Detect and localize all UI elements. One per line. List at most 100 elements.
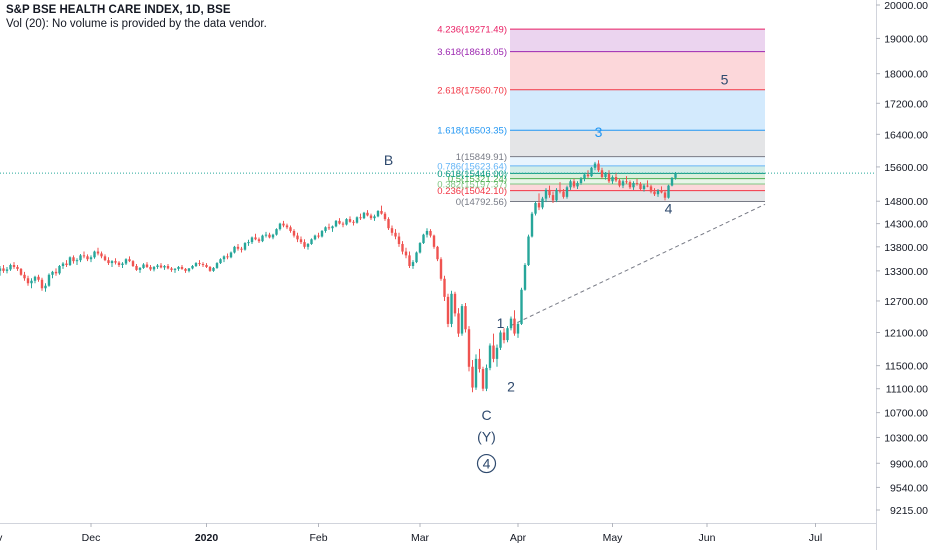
fib-level-label: 0.382(15197.37): [437, 179, 507, 190]
wave-label: 4: [665, 201, 673, 217]
wave-label: C: [481, 407, 491, 423]
candle: [390, 225, 394, 236]
candle: [467, 326, 471, 372]
candle: [488, 343, 492, 371]
candle: [632, 181, 635, 190]
candle: [495, 344, 499, 367]
fib-zone: [510, 183, 765, 191]
candle: [177, 265, 180, 271]
candle: [359, 213, 362, 220]
candle: [639, 182, 642, 191]
candle: [355, 216, 359, 224]
candle: [457, 308, 460, 337]
volume-note: Vol (20): No volume is provided by the d…: [6, 18, 267, 30]
candle: [663, 189, 667, 201]
candle: [338, 218, 341, 225]
x-tick-label: Apr: [510, 532, 527, 544]
symbol-title: S&P BSE HEALTH CARE INDEX, 1D, BSE: [6, 4, 231, 16]
price-axis[interactable]: 20000.00 19000.00 18000.00 17200.00 16400.00…: [876, 0, 932, 550]
candle: [562, 189, 565, 199]
candle: [187, 267, 191, 273]
candle: [516, 321, 520, 338]
y-tick-label: 11500.00: [885, 361, 928, 373]
candle: [548, 185, 551, 198]
fib-level-label: 0(14792.56): [456, 197, 507, 208]
fib-zone: [510, 165, 765, 174]
y-tick-label: 15600.00: [884, 162, 928, 174]
candle: [324, 226, 327, 233]
candle: [593, 161, 597, 171]
candle: [436, 245, 439, 262]
candle: [670, 177, 674, 187]
fib-level-label: 3.618(18618.05): [437, 47, 507, 58]
candle: [5, 266, 9, 274]
candle: [166, 264, 170, 270]
candle: [222, 255, 226, 263]
candle: [243, 242, 247, 251]
candle: [86, 254, 89, 262]
candle: [89, 255, 93, 263]
candle: [44, 283, 47, 292]
candle: [296, 232, 299, 243]
candle: [373, 214, 376, 221]
candle: [226, 253, 229, 260]
candle: [369, 213, 373, 220]
y-tick-label: 13300.00: [884, 266, 928, 278]
candle: [159, 263, 163, 269]
x-tick-label: Dec: [82, 532, 101, 544]
fib-level-label: 1(15849.91): [456, 152, 507, 163]
fib-zone: [510, 190, 765, 202]
candle: [117, 261, 121, 267]
fibonacci-extension[interactable]: 0(14792.56)0.236(15042.10)0.382(15197.37…: [437, 25, 765, 208]
candle: [432, 234, 436, 249]
candle: [128, 256, 131, 263]
candle: [306, 243, 310, 250]
candle: [254, 233, 257, 241]
candle: [114, 258, 117, 265]
candle: [569, 179, 572, 190]
y-tick-label: 19000.00: [884, 33, 928, 45]
x-tick-label: Jul: [809, 532, 822, 544]
candle: [65, 260, 68, 267]
candle: [201, 262, 205, 267]
candle: [173, 267, 177, 273]
candle: [0, 265, 2, 276]
fib-zone: [510, 156, 765, 166]
candle: [194, 262, 198, 267]
candle: [345, 218, 348, 226]
candle: [180, 265, 184, 270]
candle: [551, 191, 555, 203]
candle: [331, 225, 334, 232]
time-axis[interactable]: Nov Dec 2020 Feb Mar Apr May Jun Jul: [0, 523, 876, 544]
candle: [47, 273, 51, 287]
x-tick-label: Jun: [699, 532, 716, 544]
candle: [93, 250, 96, 259]
wave-label: B: [384, 152, 393, 168]
candle: [443, 275, 446, 301]
candle: [534, 201, 537, 216]
trend-line[interactable]: [510, 203, 766, 326]
candle: [96, 247, 100, 256]
fib-level-label: 0.5(15321.24): [448, 174, 507, 185]
candle: [555, 188, 558, 203]
wave-label: 3: [595, 124, 603, 140]
candle: [68, 256, 72, 266]
candle: [590, 166, 593, 178]
candle: [425, 228, 429, 238]
candle: [16, 265, 19, 271]
candle: [247, 239, 250, 246]
candle: [334, 219, 338, 228]
candle: [604, 171, 607, 180]
candle: [453, 291, 457, 317]
wave-labels: B 1 2C (Y) 4 3 4 5: [384, 72, 729, 474]
candle: [362, 211, 366, 220]
candle: [352, 219, 355, 226]
y-tick-label: 11100.00: [886, 384, 928, 396]
candle: [415, 251, 418, 264]
y-tick-label: 9540.00: [890, 482, 928, 494]
candle: [394, 229, 397, 240]
candle: [317, 232, 320, 239]
x-tick-label: Nov: [0, 532, 3, 544]
